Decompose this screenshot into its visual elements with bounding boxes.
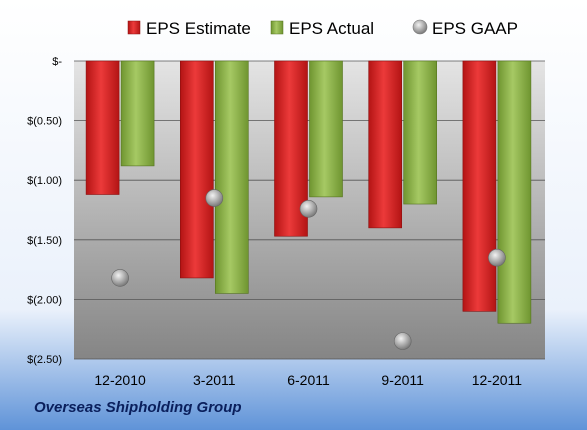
bar-eps-estimate	[180, 60, 214, 279]
gaap-points	[111, 189, 506, 350]
bar-eps-actual	[309, 60, 343, 198]
bars	[85, 60, 532, 324]
company-name: Overseas Shipholding Group	[34, 399, 242, 416]
x-tick-label: 12-2011	[472, 372, 523, 388]
point-eps-gaap	[488, 248, 506, 267]
bar-eps-actual	[403, 60, 438, 205]
bar-eps-actual	[215, 60, 249, 294]
point-eps-gaap	[299, 200, 318, 218]
bar-eps-estimate	[368, 60, 403, 229]
y-tick-label: $(0.50)	[27, 116, 62, 128]
x-tick-label: 6-2011	[287, 372, 330, 388]
y-tick-label: $(1.50)	[27, 235, 62, 247]
x-tick-label: 3-2011	[193, 372, 236, 388]
legend-label: EPS Estimate	[146, 19, 251, 38]
legend-label: EPS Actual	[289, 19, 374, 38]
point-eps-gaap	[111, 269, 129, 287]
y-tick-label: $(1.00)	[27, 175, 62, 187]
legend-swatch	[270, 20, 284, 35]
x-axis-ticks: 12-2010 3-2011 6-2011 9-2011 12-2011	[94, 372, 522, 388]
bar-eps-actual	[120, 60, 155, 167]
legend: EPS Estimate EPS Actual EPS GAAP	[127, 19, 518, 38]
point-eps-gaap	[205, 189, 224, 207]
bar-eps-estimate	[462, 60, 497, 312]
bar-eps-actual	[497, 60, 532, 324]
bar-eps-estimate	[85, 60, 120, 195]
y-axis-ticks: $- $(0.50) $(1.00) $(1.50) $(2.00) $(2.50)	[27, 56, 62, 366]
y-tick-label: $(2.00)	[27, 294, 62, 306]
y-tick-label: $-	[52, 56, 62, 68]
legend-swatch-gaap	[412, 19, 428, 35]
y-tick-label: $(2.50)	[27, 354, 62, 366]
x-tick-label: 12-2010	[94, 372, 146, 388]
x-tick-label: 9-2011	[381, 372, 424, 388]
legend-swatch	[127, 20, 141, 35]
point-eps-gaap	[393, 332, 412, 350]
legend-label: EPS GAAP	[432, 19, 518, 38]
